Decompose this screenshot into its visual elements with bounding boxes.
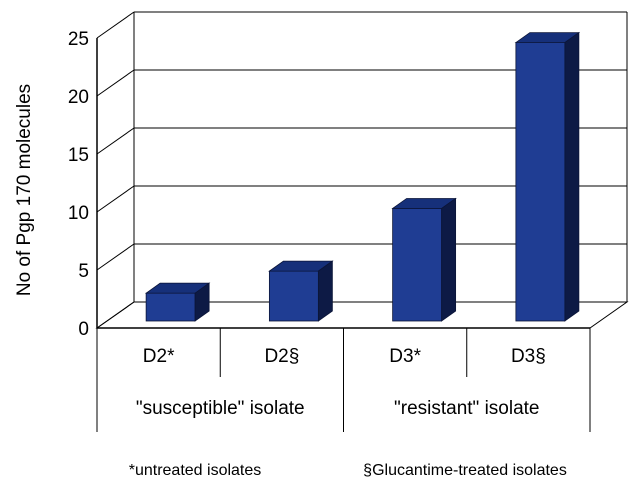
gridline-diagonal-5 [96, 11, 135, 39]
bars [144, 31, 581, 322]
y-tick-label: 5 [78, 261, 89, 282]
group-label: "resistant" isolate [394, 398, 540, 419]
y-tick-label: 0 [78, 319, 89, 340]
bar-1 [268, 260, 334, 322]
group-label: "susceptible" isolate [136, 398, 305, 419]
axes [95, 12, 629, 432]
gridline-diagonal-2 [96, 185, 135, 213]
y-tick-label: 15 [68, 145, 89, 166]
group-labels: "susceptible" isolate "resistant" isolate [136, 398, 540, 419]
gridline-diagonal-1 [96, 243, 135, 271]
bar-front [392, 208, 443, 322]
footnote-untreated: *untreated isolates [129, 462, 262, 479]
bar-front [145, 292, 196, 322]
y-tick-label: 25 [68, 29, 89, 50]
x-category-label: D2* [143, 346, 175, 367]
x-category-label: D3* [389, 346, 421, 367]
bar-front [268, 270, 319, 322]
bar-side [194, 282, 210, 322]
bar-side [317, 260, 333, 322]
y-tick-labels: 0 5 10 15 20 25 [68, 29, 89, 340]
gridline-diagonal-4 [96, 69, 135, 97]
bar-2 [391, 197, 457, 322]
bar-0 [144, 282, 211, 322]
x-category-label: D3§ [511, 346, 546, 367]
x-category-label: D2§ [264, 346, 299, 367]
y-axis-label: No of Pgp 170 molecules [14, 84, 35, 296]
gridline-diagonal-3 [96, 127, 135, 155]
bar-side [564, 31, 580, 322]
footnote-glucantime: §Glucantime-treated isolates [363, 462, 567, 479]
x-category-labels: D2* D2§ D3* D3§ [143, 346, 546, 367]
bar-side [441, 197, 457, 322]
y-tick-label: 20 [68, 87, 89, 108]
bar-front [515, 42, 566, 322]
bar-3 [514, 31, 581, 322]
y-tick-label: 10 [68, 203, 89, 224]
